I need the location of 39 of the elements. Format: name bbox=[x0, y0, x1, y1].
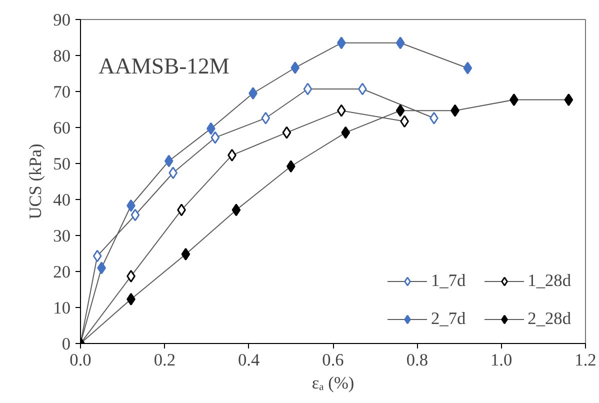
y-tick-label: 30 bbox=[53, 226, 70, 246]
x-tick-label: 1.2 bbox=[574, 350, 596, 370]
point bbox=[232, 204, 241, 216]
y-tick-label: 10 bbox=[53, 298, 70, 318]
point bbox=[92, 250, 102, 262]
legend-label: 2_28d bbox=[528, 309, 571, 329]
x-tick-label: 0.8 bbox=[406, 350, 428, 370]
point bbox=[181, 248, 190, 260]
point bbox=[341, 126, 350, 139]
point bbox=[282, 126, 292, 139]
y-tick-label: 0 bbox=[62, 334, 71, 354]
y-tick-label: 90 bbox=[53, 10, 70, 30]
x-tick-label: 0.0 bbox=[70, 350, 92, 370]
point bbox=[130, 208, 140, 222]
point bbox=[290, 61, 300, 74]
y-tick-label: 80 bbox=[53, 46, 70, 66]
legend-label: 1_7d bbox=[431, 271, 466, 291]
point bbox=[261, 112, 270, 124]
y-tick-label: 40 bbox=[53, 190, 70, 210]
y-tick-label: 50 bbox=[53, 154, 70, 174]
legend-label: 1_28d bbox=[528, 271, 571, 291]
point bbox=[564, 94, 574, 106]
y-tick-label: 60 bbox=[53, 118, 70, 138]
point bbox=[396, 104, 405, 117]
y-tick-label: 20 bbox=[53, 262, 70, 282]
point bbox=[303, 82, 312, 96]
point bbox=[164, 154, 174, 168]
annotation: AAMSB-12M bbox=[98, 54, 230, 78]
x-axis-title: εₐ (%) bbox=[312, 374, 354, 392]
point bbox=[396, 36, 405, 50]
x-tick-label: 1.0 bbox=[490, 350, 512, 370]
y-axis-title: UCS (kPa) bbox=[26, 143, 46, 220]
x-tick-label: 0.4 bbox=[238, 350, 260, 370]
legend-label: 2_7d bbox=[431, 309, 466, 329]
x-tick-label: 0.6 bbox=[322, 350, 344, 370]
point bbox=[210, 131, 220, 144]
y-tick-label: 70 bbox=[53, 82, 70, 102]
point bbox=[463, 62, 472, 74]
x-tick-label: 0.2 bbox=[154, 350, 176, 370]
